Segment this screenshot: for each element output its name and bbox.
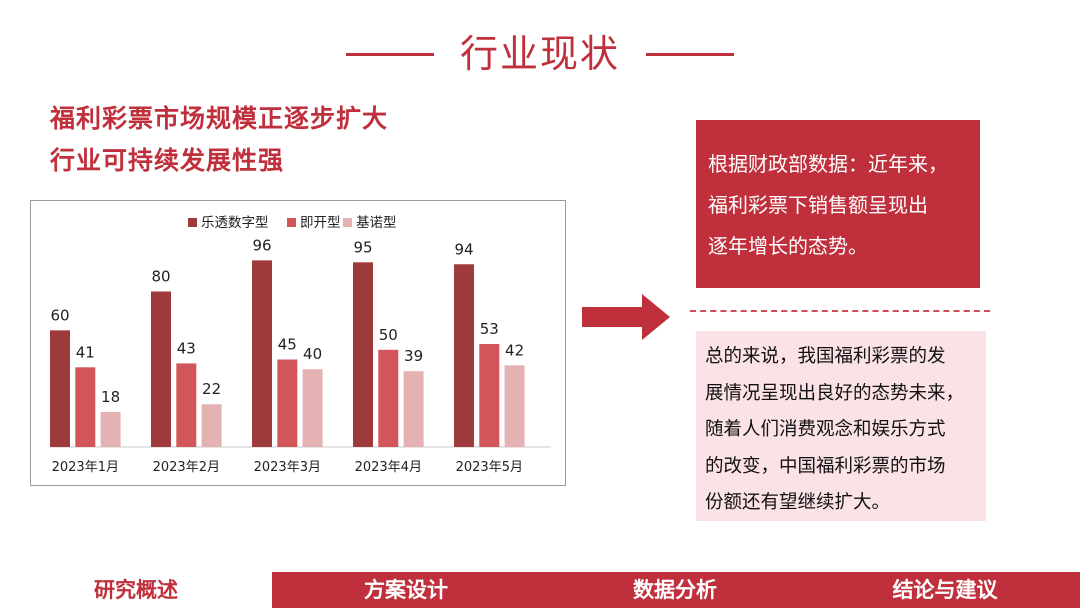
conclusion-line: 份额还有望继续扩大。 xyxy=(705,492,891,513)
legend-label: 乐透数字型 xyxy=(201,215,269,231)
x-tick-label: 2023年1月 xyxy=(52,460,119,475)
data-label: 42 xyxy=(505,341,524,359)
conclusion-line: 随着人们消费观念和娱乐方式 xyxy=(705,419,946,440)
nav-bar-background xyxy=(272,572,1080,608)
conclusion-line: 展情况呈现出良好的态势未来， xyxy=(705,382,965,404)
conclusion-box: 总的来说，我国福利彩票的发 展情况呈现出良好的态势未来， 随着人们消费观念和娱乐… xyxy=(696,331,986,521)
arrow-right-icon xyxy=(582,294,670,340)
finding-line: 福利彩票下销售额呈现出 xyxy=(708,193,928,217)
page-title: 行业现状 xyxy=(459,32,620,76)
title-right-line xyxy=(646,52,734,56)
bar-3-1 xyxy=(100,412,121,447)
data-label: 80 xyxy=(151,267,170,285)
subtitle-line-2: 行业可持续发展性强 xyxy=(50,146,285,175)
finding-line: 根据财政部数据：近年来， xyxy=(708,152,948,176)
data-label: 94 xyxy=(454,240,473,258)
bar-3-4 xyxy=(403,371,424,447)
subtitle-line-1: 福利彩票市场规模正逐步扩大 xyxy=(50,104,389,133)
legend-swatch xyxy=(343,218,352,227)
bottom-nav: 研究概述 方案设计 数据分析 结论与建议 xyxy=(0,572,1080,608)
dashed-divider xyxy=(690,310,990,312)
data-label: 39 xyxy=(404,347,423,365)
bar-2-3 xyxy=(277,359,298,447)
title-bar: 行业现状 xyxy=(0,28,1080,80)
data-label: 95 xyxy=(353,238,372,256)
data-label: 45 xyxy=(278,336,297,354)
bar-3-5 xyxy=(504,365,525,447)
nav-item-data-analysis[interactable]: 数据分析 xyxy=(633,578,717,602)
x-tick-label: 2023年3月 xyxy=(254,460,321,475)
x-tick-label: 2023年4月 xyxy=(355,460,422,475)
data-label: 43 xyxy=(177,339,196,357)
x-tick-label: 2023年5月 xyxy=(456,460,523,475)
data-label: 53 xyxy=(480,320,499,338)
bar-1-3 xyxy=(252,260,272,447)
data-label: 96 xyxy=(252,236,271,254)
bar-1-5 xyxy=(454,264,474,447)
bar-3-3 xyxy=(302,369,323,447)
data-label: 50 xyxy=(379,326,398,344)
nav-item-plan-design[interactable]: 方案设计 xyxy=(364,578,448,602)
bar-1-4 xyxy=(353,262,373,447)
legend-swatch xyxy=(188,218,197,227)
bar-chart-svg: 60 80 96 95 94 41 43 45 50 53 18 22 40 39 42 2023年1月 202… xyxy=(50,214,551,475)
data-label: 40 xyxy=(303,345,322,363)
bar-1-2 xyxy=(151,291,171,447)
bar-2-5 xyxy=(479,343,500,447)
legend-label: 基诺型 xyxy=(356,214,397,231)
title-left-line xyxy=(345,52,434,56)
bar-3-2 xyxy=(201,404,222,447)
finding-line: 逐年增长的态势。 xyxy=(708,234,868,258)
conclusion-line: 总的来说，我国福利彩票的发 xyxy=(705,346,946,367)
nav-item-research-overview[interactable]: 研究概述 xyxy=(0,572,272,608)
data-label: 41 xyxy=(76,343,95,361)
legend-swatch xyxy=(287,218,296,227)
bar-1-1 xyxy=(50,330,70,447)
bar-2-1 xyxy=(75,367,96,447)
data-label: 18 xyxy=(101,388,120,406)
data-label: 60 xyxy=(50,306,69,324)
finding-box: 根据财政部数据：近年来， 福利彩票下销售额呈现出 逐年增长的态势。 xyxy=(696,120,980,288)
conclusion-line: 的改变，中国福利彩票的市场 xyxy=(705,455,946,477)
bar-2-2 xyxy=(176,363,197,447)
x-tick-label: 2023年2月 xyxy=(153,460,220,475)
nav-item-conclusion[interactable]: 结论与建议 xyxy=(892,578,998,602)
data-label: 22 xyxy=(202,380,221,398)
legend-label: 即开型 xyxy=(300,215,341,231)
bar-2-4 xyxy=(378,349,399,447)
bar-chart: 60 80 96 95 94 41 43 45 50 53 18 22 40 39 42 2023年1月 202… xyxy=(30,200,566,486)
